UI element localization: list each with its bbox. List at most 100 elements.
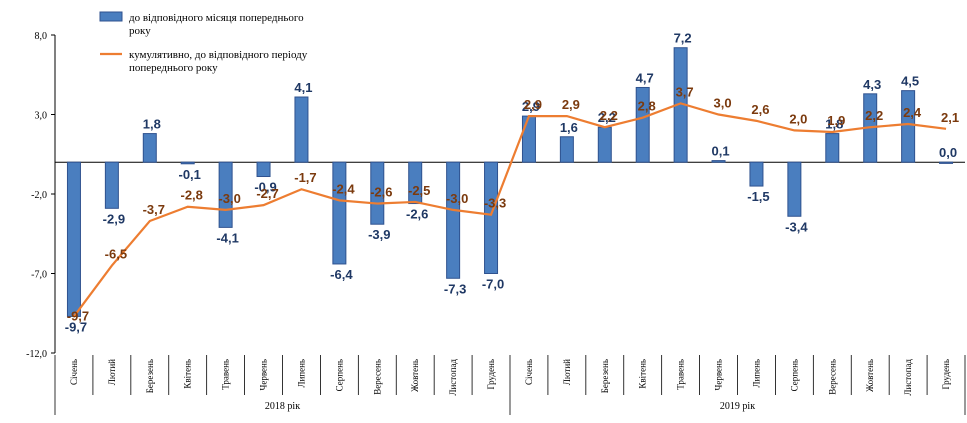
bar-value-label: 1,8 [143,117,161,132]
line-value-label: -3,3 [484,196,506,211]
bar [294,96,309,163]
x-tick-label: Травень [676,359,686,390]
bar-value-label: -2,9 [103,211,125,226]
x-tick-label: Серпень [789,359,799,391]
line-value-label: -2,7 [256,186,278,201]
line-value-label: 2,9 [524,97,542,112]
bar-value-label: 0,1 [712,144,730,159]
line-value-label: -3,0 [446,191,468,206]
line-value-label: -2,8 [181,188,203,203]
bar-value-label: -3,9 [368,227,390,242]
y-tick-label: -12,0 [26,349,47,360]
x-tick-label: Лютий [107,359,117,385]
bar [597,126,612,163]
line-value-label: 3,0 [714,96,732,111]
line-value-label: -2,4 [332,181,355,196]
bar-value-label: 2,9 [522,99,540,114]
x-tick-label: Березень [145,359,155,393]
bar [635,86,650,163]
bar-value-label: 0,0 [939,145,957,160]
x-tick-label: Лютий [562,359,572,385]
bar [408,161,423,205]
bar-value-label: 1,6 [560,120,578,135]
x-tick-label: Червень [714,359,724,390]
x-tick-label: Червень [259,359,269,390]
bar-value-label: 4,7 [636,70,654,85]
line-value-label: 2,0 [789,111,807,126]
x-tick-label: Липень [751,359,761,388]
x-tick-label: Серпень [334,359,344,391]
x-tick-label: Січень [69,359,79,385]
bar-value-label: -0,9 [254,180,276,195]
bar [332,161,347,265]
bar [218,161,233,228]
bar [180,161,195,165]
line-value-label: -9,7 [67,308,89,323]
x-tick-label: Січень [524,359,534,385]
bar [446,161,461,279]
year-group-label: 2019 рік [720,401,755,412]
line-value-label: -2,5 [408,183,430,198]
line-value-label: 2,2 [865,108,883,123]
legend-line-label: кумулятивно, до відповідного періоду [129,49,308,61]
x-tick-label: Квітень [183,359,193,389]
bar-value-label: 1,8 [825,117,843,132]
x-tick-label: Жовтень [865,359,875,392]
x-tick-label: Жовтень [410,359,420,392]
bar-value-label: 2,2 [598,110,616,125]
line-value-label: 2,1 [941,110,959,125]
x-tick-label: Вересень [372,359,382,395]
x-tick-label: Листопад [903,359,913,396]
legend-bar-label-cont: року [129,25,151,37]
x-tick-label: Вересень [827,359,837,395]
line-value-label: 1,9 [827,113,845,128]
x-tick-label: Грудень [486,359,496,389]
x-tick-label: Грудень [941,359,951,389]
bar [370,161,385,225]
line-value-label: -6,5 [105,247,127,262]
bar-value-label: 4,3 [863,77,881,92]
year-group-label: 2018 рік [265,401,300,412]
bar [749,161,764,187]
bar-value-label: -7,3 [444,281,466,296]
line-value-label: 2,4 [903,105,922,120]
bar [939,161,954,164]
x-tick-label: Липень [296,359,306,388]
y-tick-label: -7,0 [31,270,47,281]
y-tick-label: 8,0 [35,31,48,42]
y-tick-label: -2,0 [31,190,47,201]
line-value-label: 2,9 [562,97,580,112]
bar-value-label: -9,7 [65,319,87,334]
bar-value-label: 7,2 [674,31,692,46]
bar [901,90,916,163]
line-value-label: 3,7 [676,84,694,99]
line-value-label: 2,6 [751,102,769,117]
bar [256,161,271,178]
bar [142,133,157,163]
bar-value-label: -3,4 [785,219,808,234]
bar [711,160,726,163]
bar [787,161,802,217]
line-value-label: -3,0 [218,191,240,206]
x-tick-label: Листопад [448,359,458,396]
cumulative-line [73,102,947,318]
legend-bar-swatch [99,11,123,22]
bar-value-label: -7,0 [482,277,504,292]
x-tick-label: Травень [221,359,231,390]
bar [825,133,840,163]
line-value-label: 2,2 [600,108,618,123]
bar-value-label: 4,1 [294,80,312,95]
line-value-label: -1,7 [294,170,316,185]
bar [104,161,119,209]
y-tick-label: 3,0 [35,111,48,122]
bar-value-label: -2,6 [406,207,428,222]
bar-value-label: 4,5 [901,74,919,89]
legend-bar-label: до відповідного місяця попереднього [129,12,304,24]
line-value-label: -2,6 [370,185,392,200]
bar [521,115,536,163]
line-value-label: 2,8 [638,99,656,114]
bar-value-label: -4,1 [216,230,238,245]
bar [559,136,574,163]
